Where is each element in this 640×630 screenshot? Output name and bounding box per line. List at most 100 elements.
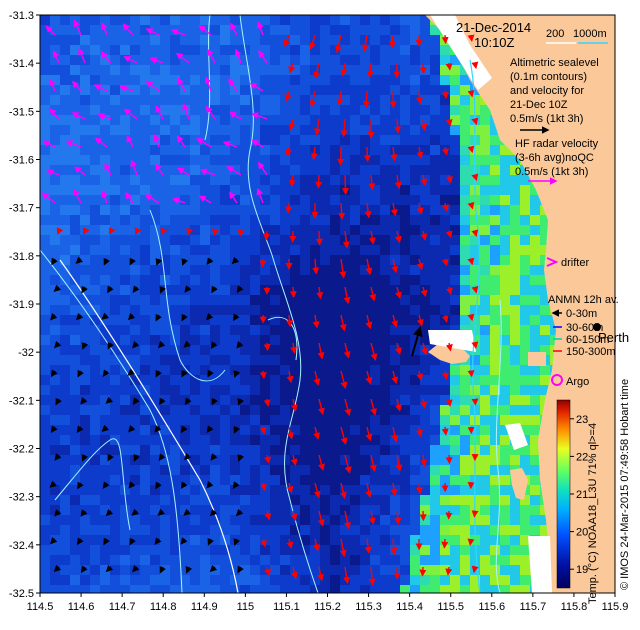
sst-pixel xyxy=(280,375,291,386)
sst-pixel xyxy=(280,265,291,276)
sst-pixel xyxy=(320,575,331,586)
sst-pixel xyxy=(50,435,61,446)
sst-pixel xyxy=(170,345,181,356)
sst-pixel xyxy=(70,65,81,76)
sst-pixel xyxy=(80,315,91,326)
sst-pixel xyxy=(350,195,361,206)
sst-pixel xyxy=(430,545,441,556)
sst-pixel xyxy=(170,75,181,86)
sst-pixel xyxy=(340,505,351,516)
sst-pixel xyxy=(320,75,331,86)
sst-pixel xyxy=(360,295,371,306)
velocity-arrow xyxy=(445,230,453,239)
velocity-arrow xyxy=(123,56,138,64)
sst-pixel xyxy=(180,205,191,216)
sst-pixel xyxy=(100,275,111,286)
sst-pixel xyxy=(90,525,101,536)
y-tick-label: -32.5 xyxy=(9,588,34,600)
sst-pixel xyxy=(70,15,81,26)
sst-pixel xyxy=(170,165,181,176)
sst-pixel xyxy=(260,405,271,416)
velocity-arrow xyxy=(340,118,348,138)
velocity-arrow xyxy=(313,62,321,79)
sst-pixel xyxy=(190,445,201,456)
sst-pixel xyxy=(140,145,151,156)
sst-pixel xyxy=(240,125,251,136)
sst-pixel xyxy=(90,295,101,306)
velocity-arrow xyxy=(125,191,134,204)
sst-pixel xyxy=(490,245,501,256)
sst-pixel xyxy=(130,195,141,206)
sst-pixel xyxy=(130,65,141,76)
sst-pixel xyxy=(420,135,431,146)
sst-pixel xyxy=(270,185,281,196)
sst-pixel xyxy=(190,55,201,66)
sst-pixel xyxy=(130,345,141,356)
velocity-arrow xyxy=(181,258,189,266)
velocity-arrow xyxy=(365,482,373,499)
sst-pixel xyxy=(100,105,111,116)
sst-pixel xyxy=(50,325,61,336)
sst-pixel xyxy=(230,565,241,576)
sst-pixel xyxy=(210,325,221,336)
sst-pixel xyxy=(240,525,251,536)
sst-pixel xyxy=(80,225,91,236)
sst-pixel xyxy=(130,205,141,216)
sst-pixel xyxy=(510,385,521,396)
sst-pixel xyxy=(290,315,301,326)
sst-pixel xyxy=(400,535,411,546)
sst-pixel xyxy=(250,545,261,556)
sst-pixel xyxy=(160,155,171,166)
sst-pixel xyxy=(390,285,401,296)
sst-pixel xyxy=(380,445,391,456)
sst-pixel xyxy=(110,45,121,56)
sst-pixel xyxy=(410,65,421,76)
sst-pixel xyxy=(360,165,371,176)
sst-pixel xyxy=(410,345,421,356)
sst-pixel xyxy=(180,45,191,56)
sst-pixel xyxy=(200,375,211,386)
sst-pixel xyxy=(290,225,301,236)
sst-pixel xyxy=(270,415,281,426)
sst-pixel xyxy=(300,95,311,106)
sst-pixel xyxy=(470,365,481,376)
velocity-arrow xyxy=(145,80,160,92)
sst-pixel xyxy=(320,345,331,356)
anmn-mooring-arrow xyxy=(411,326,423,357)
velocity-arrow xyxy=(159,397,166,406)
sst-pixel xyxy=(130,545,141,556)
sst-pixel xyxy=(180,255,191,266)
sst-pixel xyxy=(350,465,361,476)
sst-pixel xyxy=(190,425,201,436)
sst-pixel xyxy=(140,275,151,286)
sst-pixel xyxy=(150,555,161,566)
sst-pixel xyxy=(410,25,421,36)
sst-pixel xyxy=(360,85,371,96)
sst-pixel xyxy=(70,25,81,36)
velocity-arrow xyxy=(209,564,218,573)
sst-pixel xyxy=(120,405,131,416)
sst-pixel xyxy=(380,425,391,436)
sst-pixel xyxy=(380,555,391,566)
sst-pixel xyxy=(300,425,311,436)
sst-pixel xyxy=(130,185,141,196)
sst-pixel xyxy=(530,395,541,406)
anmn-title: ANMN 12h av. xyxy=(548,294,619,306)
sst-pixel xyxy=(110,25,121,36)
velocity-arrow xyxy=(369,286,377,302)
sst-pixel xyxy=(430,425,441,436)
sst-pixel xyxy=(100,525,111,536)
sst-pixel xyxy=(460,105,471,116)
sst-pixel xyxy=(270,265,281,276)
sst-pixel xyxy=(260,355,271,366)
velocity-arrow xyxy=(317,566,324,582)
sst-pixel xyxy=(430,25,441,36)
sst-pixel xyxy=(210,185,221,196)
sst-pixel xyxy=(140,445,151,456)
sst-pixel xyxy=(400,375,411,386)
sst-pixel xyxy=(360,105,371,116)
sst-pixel xyxy=(350,315,361,326)
sst-pixel xyxy=(160,355,171,366)
sst-pixel xyxy=(420,45,431,56)
